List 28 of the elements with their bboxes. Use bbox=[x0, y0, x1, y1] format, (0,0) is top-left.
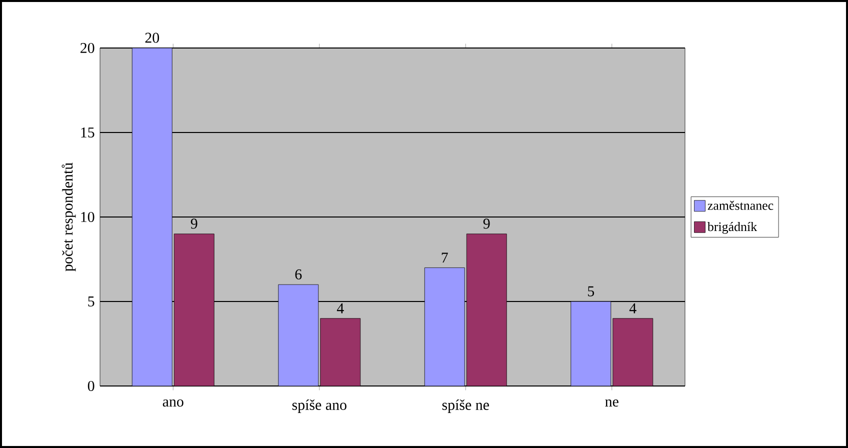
data-label: 4 bbox=[336, 303, 344, 314]
bar bbox=[174, 234, 214, 386]
bar bbox=[424, 268, 465, 386]
bar bbox=[570, 301, 612, 386]
data-label: 5 bbox=[588, 286, 594, 296]
y-tick-label: 15 bbox=[81, 128, 94, 138]
y-tick-label: 20 bbox=[80, 42, 94, 54]
bar bbox=[278, 284, 319, 386]
data-label: 6 bbox=[295, 269, 302, 280]
y-tick-label: 10 bbox=[81, 212, 94, 222]
x-tick-label: ano bbox=[162, 399, 184, 407]
x-tick-label: spíše ano bbox=[292, 399, 346, 414]
bar bbox=[320, 318, 361, 386]
x-tick-label: spíše ne bbox=[442, 399, 489, 414]
legend-label: zaměstnanec bbox=[708, 200, 774, 210]
data-label: 9 bbox=[190, 218, 198, 229]
data-label: 7 bbox=[442, 252, 448, 263]
bar bbox=[466, 234, 507, 386]
data-label: 4 bbox=[629, 303, 636, 314]
y-axis-title: počet respondentů bbox=[62, 162, 76, 272]
legend-label: brigádník bbox=[707, 222, 758, 234]
bar bbox=[132, 48, 172, 386]
bar bbox=[612, 318, 654, 386]
data-label: 20 bbox=[145, 32, 160, 43]
x-tick-label: ne bbox=[605, 399, 618, 407]
y-tick-label: 5 bbox=[88, 296, 94, 306]
data-label: 9 bbox=[483, 218, 490, 229]
y-tick-label: 0 bbox=[88, 380, 94, 392]
